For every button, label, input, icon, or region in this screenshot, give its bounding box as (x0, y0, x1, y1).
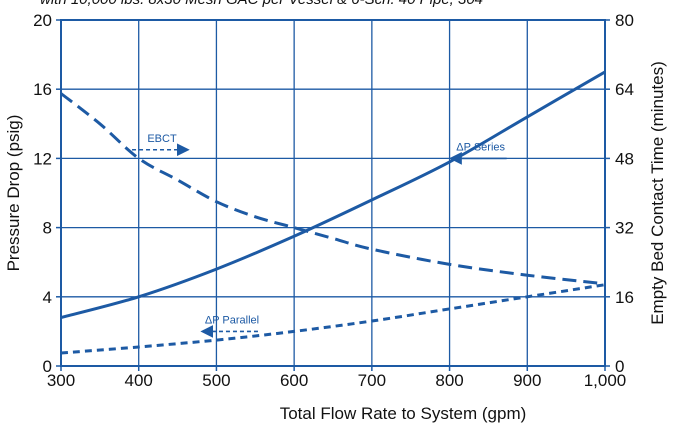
chart-subtitle: with 10,000 lbs. 8x30 Mesh GAC per Vesse… (40, 0, 483, 8)
x-tick-label: 900 (513, 371, 541, 390)
y-left-tick-label: 0 (43, 357, 52, 376)
y-axis-right-title: Empty Bed Contact Time (minutes) (648, 61, 667, 325)
y-axis-left-title: Pressure Drop (psig) (4, 115, 23, 272)
series-line-dp-series (60, 70, 606, 320)
grid-layer (61, 20, 605, 366)
y-right-tick-label: 64 (615, 80, 634, 99)
plot-frame (60, 19, 606, 367)
x-tick-label: 1,000 (584, 371, 627, 390)
series-line-ebct (60, 92, 606, 286)
series-layer (60, 70, 606, 355)
x-tick-label: 600 (280, 371, 308, 390)
x-axis-title: Total Flow Rate to System (gpm) (280, 404, 527, 423)
y-left-tick-label: 8 (43, 219, 52, 238)
annotation-layer: EBCT ΔP Series ΔP Parallel (132, 133, 507, 338)
y-right-tick-label: 80 (615, 11, 634, 30)
x-tick-label: 300 (47, 371, 75, 390)
y-left-tick-label: 12 (33, 149, 52, 168)
annotation-dp-series-label: ΔP Series (456, 141, 505, 153)
y-left-tick-label: 20 (33, 11, 52, 30)
y-left-tick-label: 16 (33, 80, 52, 99)
y-left-tick-label: 4 (43, 288, 52, 307)
annotation-dp-parallel-label: ΔP Parallel (205, 314, 259, 326)
tick-label-layer: 300 400 500 600 700 800 900 1,00004812162001632… (33, 11, 634, 390)
x-tick-label: 400 (125, 371, 153, 390)
y-right-tick-label: 32 (615, 219, 634, 238)
y-right-tick-label: 16 (615, 288, 634, 307)
annotation-ebct-label: EBCT (147, 133, 177, 145)
y-right-tick-label: 48 (615, 149, 634, 168)
y-right-tick-label: 0 (615, 357, 624, 376)
x-tick-label: 700 (358, 371, 386, 390)
series-line-dp-parallel (60, 283, 606, 355)
plot-border (60, 19, 606, 367)
x-tick-label: 500 (202, 371, 230, 390)
x-tick-label: 800 (435, 371, 463, 390)
